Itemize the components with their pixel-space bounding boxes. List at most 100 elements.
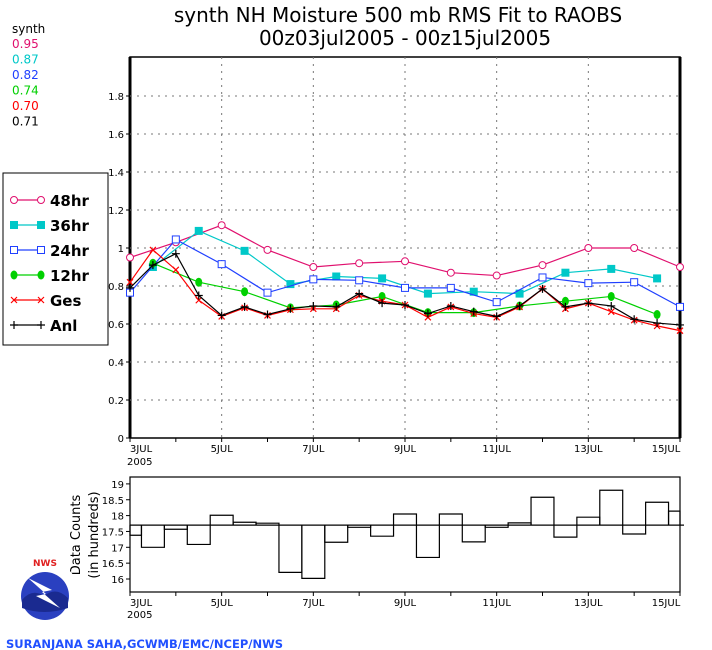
count-bar — [255, 522, 280, 526]
x-tick-label: 5JUL — [211, 444, 234, 455]
count-bar — [530, 496, 555, 526]
count-bar — [278, 525, 303, 573]
count-bar — [599, 489, 624, 526]
legend-label: Anl — [50, 317, 77, 335]
marker-x — [607, 308, 615, 316]
marker-filled-square — [378, 274, 387, 283]
marker-plus — [217, 311, 226, 320]
x-tick-sublabel: 2005 — [127, 610, 152, 621]
marker-open-circle — [217, 221, 226, 230]
marker-plus — [676, 320, 684, 329]
x-tick-label: 11JUL — [482, 444, 511, 455]
marker-filled-square — [469, 287, 478, 296]
marker-open-square — [263, 288, 272, 297]
x-tick-label: 9JUL — [394, 598, 417, 609]
marker-open-square — [538, 273, 547, 282]
y-tick-label: 18.5 — [102, 496, 124, 507]
marker-open-square — [584, 279, 593, 288]
marker-open-circle — [355, 259, 364, 268]
marker-filled-square — [37, 221, 45, 229]
legend-label: 24hr — [50, 242, 90, 260]
stats-value: 0.71 — [12, 115, 39, 129]
x-tick-sublabel: 2005 — [127, 457, 152, 468]
stats-value: 0.74 — [12, 84, 39, 98]
y-tick-label: 1.6 — [108, 130, 124, 141]
y-tick-label: 0.2 — [108, 396, 124, 407]
y-tick-label: 1.2 — [108, 206, 124, 217]
marker-plus — [10, 321, 18, 329]
marker-open-circle — [10, 196, 18, 204]
nws-logo: NWS — [11, 559, 79, 628]
y-tick-label: 16.5 — [102, 559, 124, 570]
x-tick-label: 9JUL — [394, 444, 417, 455]
marker-plus — [607, 301, 616, 310]
marker-plus — [286, 304, 295, 313]
count-bar — [140, 525, 165, 548]
x-tick-label: 11JUL — [482, 598, 511, 609]
marker-x — [149, 246, 157, 254]
y-tick-label: 1 — [118, 244, 124, 255]
legend-label: 48hr — [50, 192, 90, 210]
legend-label: 12hr — [50, 267, 90, 285]
marker-open-square — [217, 260, 226, 269]
marker-open-square — [401, 283, 409, 292]
count-bar — [461, 525, 486, 543]
marker-plus — [126, 283, 134, 292]
counts-plot: Data Counts (in hundreds) 16 16.5 17 17.5 18 18… — [69, 476, 684, 621]
marker-open-square — [10, 246, 18, 254]
stats-value: 0.87 — [12, 53, 39, 67]
marker-plus — [378, 299, 387, 308]
marker-open-circle — [37, 196, 45, 204]
count-bar — [484, 525, 509, 528]
y-tick-label: 16 — [111, 575, 124, 586]
main-plot: 0 0.2 0.4 0.6 0.8 1 1.2 1.4 1.6 1.8 3JUL 2005 5JUL 7J… — [108, 56, 684, 468]
count-bar — [324, 525, 349, 543]
marker-open-circle — [630, 244, 639, 252]
y-tick-label: 0.6 — [108, 320, 124, 331]
marker-open-circle — [401, 257, 409, 266]
marker-plus — [492, 312, 501, 321]
marker-plus — [515, 301, 524, 310]
marker-open-square — [630, 278, 639, 287]
count-bar — [370, 525, 395, 537]
marker-x — [195, 296, 203, 304]
marker-open-circle — [676, 263, 684, 271]
marker-open-circle — [538, 261, 547, 270]
marker-plus — [653, 319, 662, 328]
marker-x — [172, 266, 180, 274]
marker-filled-square — [515, 289, 524, 298]
y-tick-label: 17.5 — [102, 527, 124, 538]
marker-x — [676, 327, 684, 335]
count-bar — [576, 516, 601, 526]
marker-open-square — [309, 275, 318, 284]
marker-open-circle — [126, 253, 134, 262]
marker-open-square — [37, 246, 45, 254]
marker-plus — [469, 307, 478, 316]
marker-open-square — [676, 302, 684, 311]
series-48hr — [126, 221, 684, 280]
title-line1: synth NH Moisture 500 mb RMS Fit to RAOB… — [174, 3, 622, 27]
y-tick-label: 1.8 — [108, 92, 124, 103]
y-tick-label: 19 — [111, 480, 124, 491]
count-bar — [301, 525, 326, 579]
credit-text: SURANJANA SAHA,GCWMB/EMC/NCEP/NWS — [6, 637, 283, 650]
stats-value: 0.95 — [12, 37, 39, 51]
marker-plus — [355, 289, 364, 298]
marker-open-square — [492, 298, 501, 307]
count-bar — [553, 525, 578, 538]
x-tick-label: 7JUL — [302, 444, 325, 455]
marker-filled-square — [423, 289, 432, 298]
marker-filled-square — [194, 226, 203, 235]
x-tick-label: 13JUL — [574, 444, 603, 455]
count-bar — [392, 513, 418, 526]
marker-open-circle — [263, 245, 272, 254]
legend-box — [2, 172, 109, 346]
series-anl — [126, 249, 684, 329]
count-bar — [438, 513, 463, 526]
marker-open-square — [446, 283, 455, 292]
marker-plus — [538, 284, 547, 293]
legend-label: Ges — [50, 292, 81, 310]
marker-x — [126, 278, 134, 286]
